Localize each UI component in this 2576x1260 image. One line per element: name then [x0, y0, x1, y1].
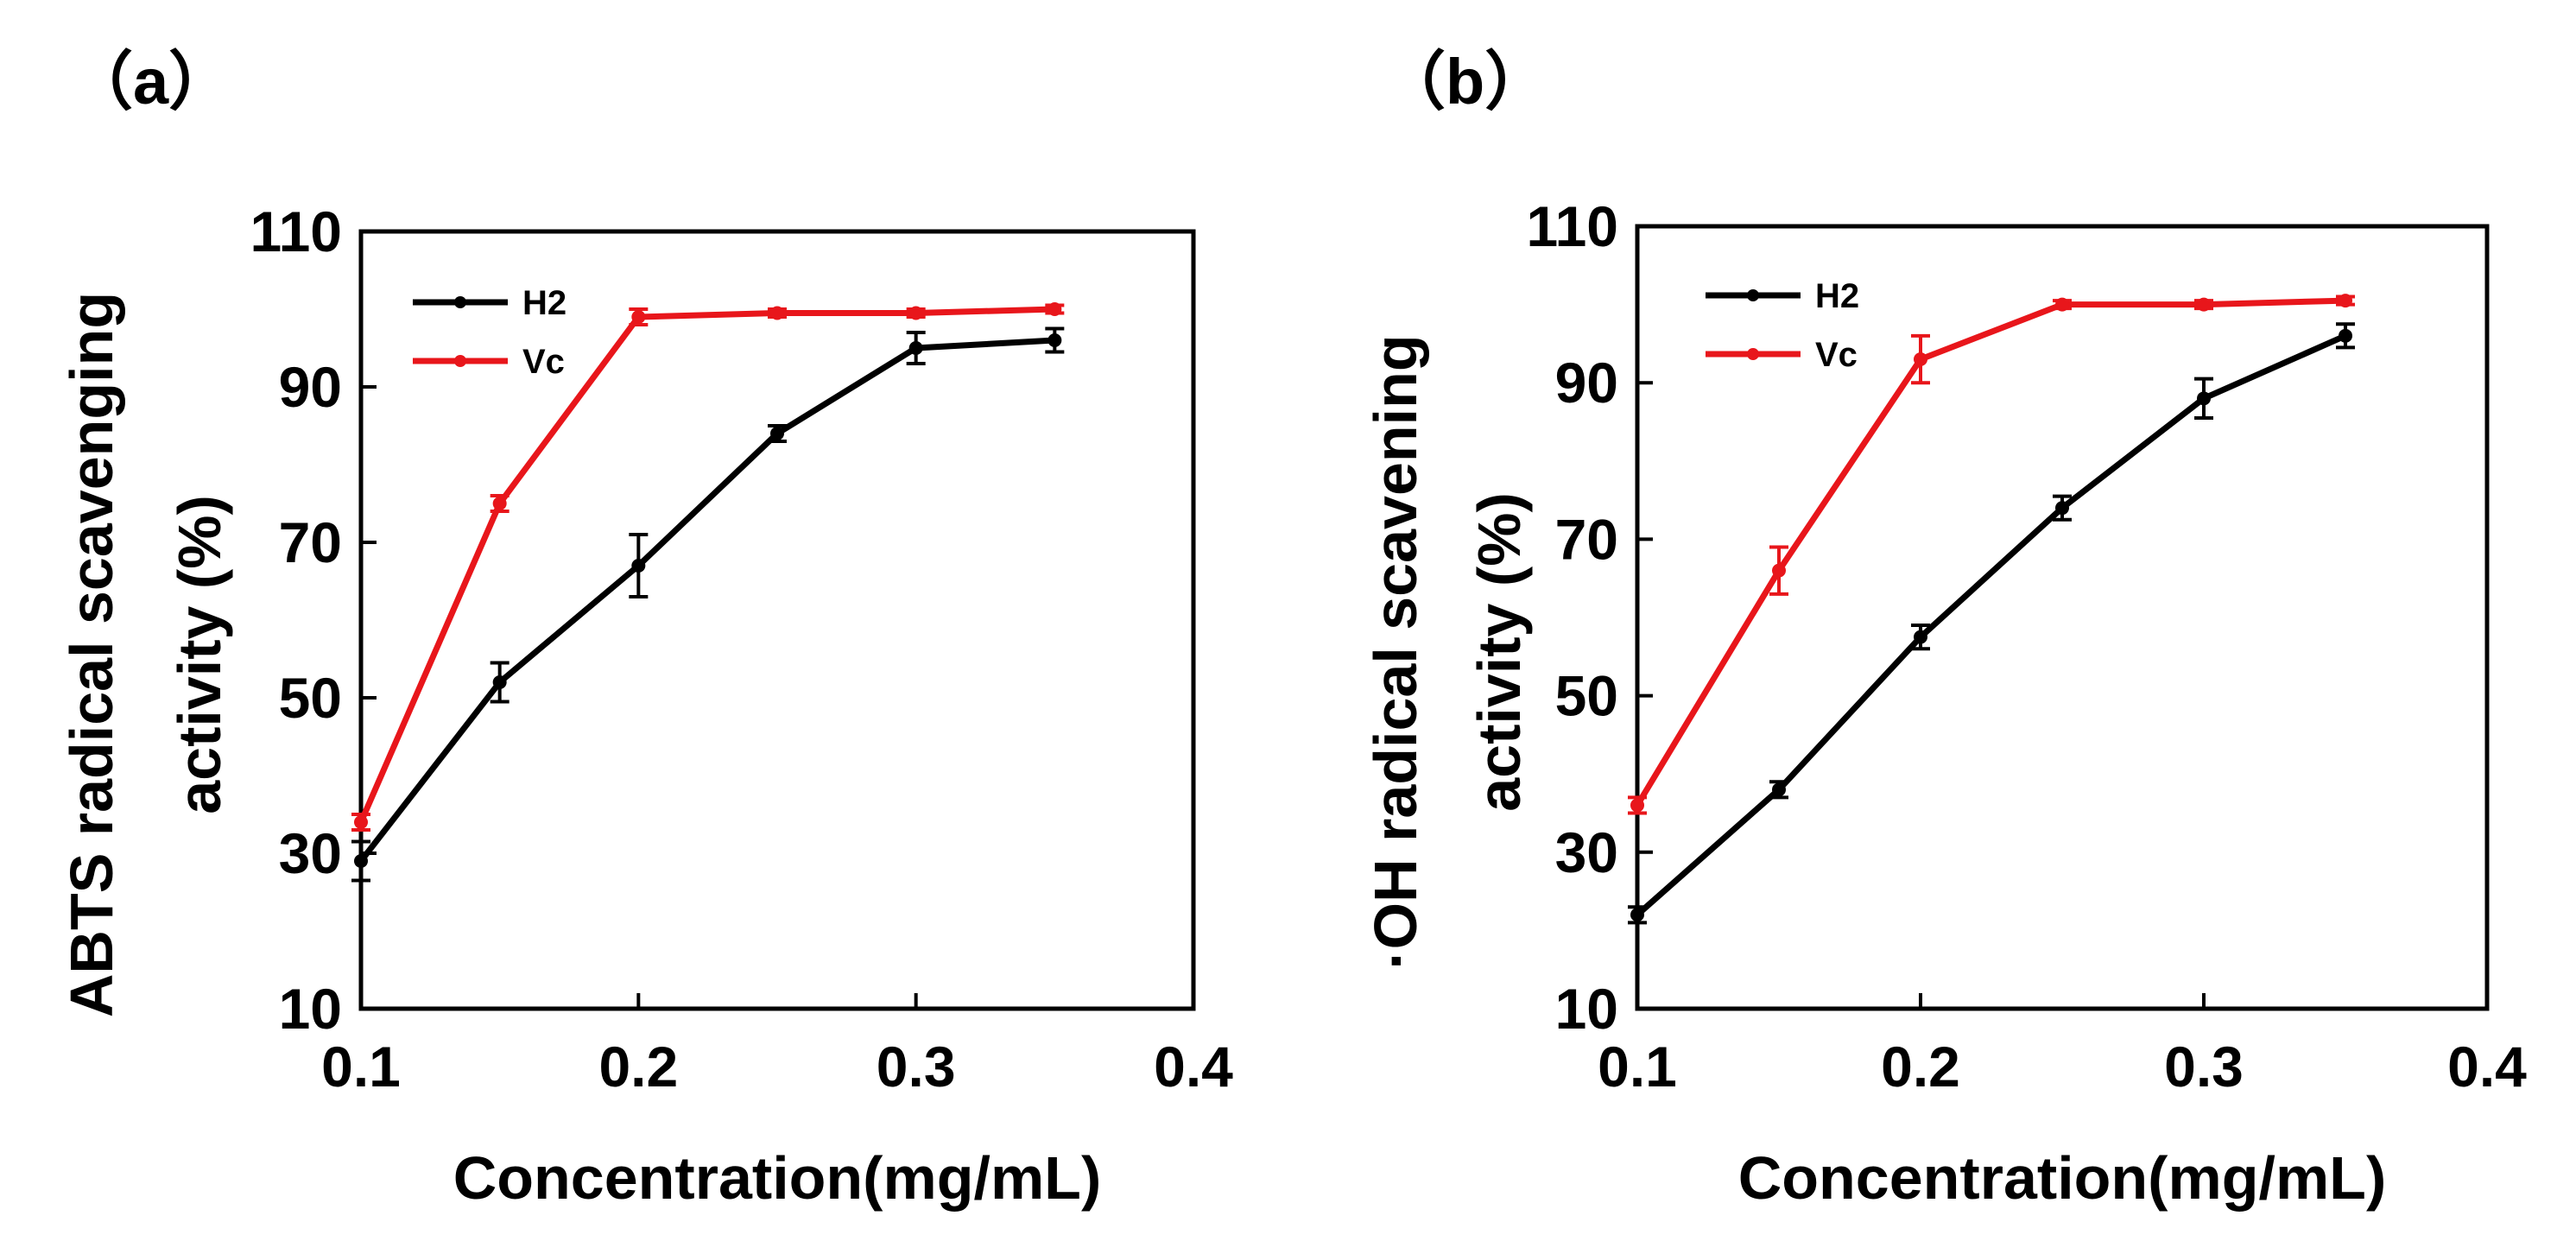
y-axis-label-line-1: ABTS radical scavenging — [58, 292, 125, 1017]
x-tick-label: 0.1 — [321, 1035, 401, 1099]
legend-marker-h2 — [1747, 289, 1759, 301]
series-vc-point — [631, 310, 646, 324]
x-tick-label: 0.2 — [1881, 1035, 1960, 1099]
panel-label: （a） — [69, 46, 232, 117]
series-h2-point — [631, 559, 646, 573]
x-tick-label: 0.4 — [2447, 1035, 2527, 1099]
plot-frame — [358, 229, 1196, 1011]
series-vc — [351, 302, 1065, 832]
series-h2-point — [2339, 328, 2352, 343]
series-h2 — [351, 326, 1065, 883]
legend-marker-vc — [1747, 348, 1759, 360]
series-h2-line — [358, 337, 1055, 864]
series-h2-point — [770, 427, 784, 440]
legend: H2 Vc — [1706, 277, 1859, 374]
series-vc-point — [908, 306, 923, 320]
series-h2-point — [492, 675, 507, 689]
panel-label: （b） — [1382, 46, 1548, 117]
x-tick-label: 0.1 — [1598, 1035, 1677, 1099]
legend-label-h2: H2 — [522, 284, 566, 322]
y-tick-label: 110 — [1527, 194, 1618, 258]
y-tick-label: 30 — [279, 821, 342, 885]
legend-label-vc: Vc — [1815, 336, 1858, 374]
y-tick-label: 70 — [279, 510, 342, 574]
chart-panel-b: （b） 10 30 50 70 90 110 0.1 0.2 0.3 0.4 Concentratio… — [1362, 46, 2527, 1212]
legend: H2 Vc — [413, 284, 566, 381]
series-h2-point — [2055, 501, 2069, 516]
x-tick-label: 0.4 — [1154, 1035, 1233, 1099]
series-vc-point — [1630, 798, 1644, 813]
series-vc-point — [1047, 302, 1062, 316]
y-axis-label-line-2: activity (%) — [1465, 492, 1533, 812]
x-tick-label: 0.3 — [2164, 1035, 2244, 1099]
x-axis-label: Concentration(mg/mL) — [1738, 1144, 2387, 1212]
series-vc-point — [1914, 352, 1927, 367]
legend-marker-h2 — [454, 296, 466, 308]
y-axis-label-line-2: activity (%) — [166, 495, 233, 814]
series-vc-point — [2197, 297, 2211, 312]
legend-label-vc: Vc — [522, 343, 565, 381]
x-tick-label: 0.2 — [598, 1035, 678, 1099]
y-tick-label: 10 — [1555, 977, 1618, 1041]
y-tick-label: 50 — [1555, 664, 1618, 728]
y-tick-label: 10 — [279, 977, 342, 1041]
y-tick-label: 90 — [1555, 351, 1618, 415]
series-vc-line — [358, 306, 1055, 824]
series-vc-point — [354, 815, 368, 829]
y-tick-label: 110 — [250, 199, 342, 263]
series-h2 — [1628, 322, 2355, 925]
y-tick-label: 90 — [279, 355, 342, 419]
series-vc — [1628, 294, 2355, 815]
series-h2-point — [908, 341, 923, 355]
series-h2-point — [1914, 630, 1927, 644]
y-tick-label: 30 — [1555, 820, 1618, 884]
series-vc-point — [2339, 294, 2352, 308]
series-vc-point — [1772, 563, 1786, 578]
series-vc-point — [2055, 297, 2069, 312]
x-tick-label: 0.3 — [877, 1035, 956, 1099]
y-tick-label: 50 — [279, 666, 342, 730]
series-h2-point — [2197, 391, 2211, 406]
series-h2-point — [1047, 333, 1062, 347]
chart-panel-a: （a） 10 30 50 70 90 110 0.1 0.2 0.3 0.4 Concentratio… — [58, 46, 1233, 1212]
series-h2-point — [1630, 908, 1644, 922]
x-axis-label: Concentration(mg/mL) — [453, 1144, 1102, 1212]
plot-frame — [1635, 224, 2490, 1011]
series-h2-line — [1635, 332, 2347, 917]
series-vc-point — [770, 306, 784, 320]
y-axis-label-line-1: ·OH radical scavening — [1362, 334, 1429, 969]
y-tick-label: 70 — [1555, 507, 1618, 571]
series-h2-point — [354, 854, 368, 868]
series-h2-point — [1772, 782, 1786, 797]
series-vc-point — [492, 497, 507, 510]
series-vc-line — [1635, 297, 2346, 807]
legend-label-h2: H2 — [1815, 277, 1859, 315]
legend-marker-vc — [454, 355, 466, 367]
